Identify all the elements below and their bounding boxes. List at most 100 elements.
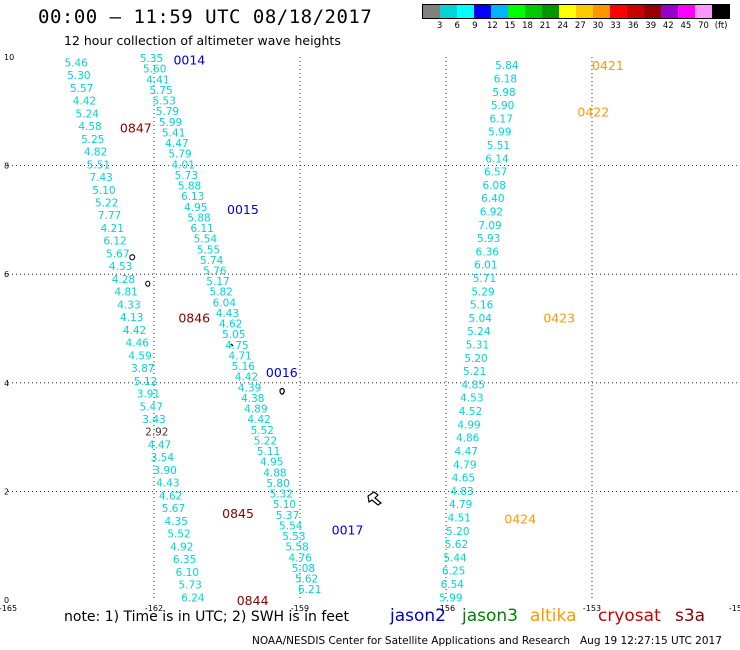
swh-value: 5.10 [92,185,115,197]
swh-value: 5.51 [487,140,510,152]
swh-value: 4.79 [453,459,476,471]
swh-value: 6.18 [494,73,517,85]
legend-label: 70 [698,21,709,31]
pass-time-label: 0424 [504,512,536,527]
swh-value: 5.58 [285,542,308,554]
y-tick-label: 6 [4,270,9,279]
pass-time-label: 0422 [577,104,609,119]
legend-label: 15 [504,21,516,31]
legend-swatch [576,5,593,18]
swh-value: 5.24 [467,326,491,338]
satellite-label-s3a: s3a [675,606,706,626]
legend-swatch [712,5,729,18]
swh-value: 5.67 [106,248,129,260]
swh-value: 6.12 [103,236,126,248]
swh-value: 4.52 [459,406,482,418]
island-mark [367,491,383,506]
swh-value: 6.04 [213,297,237,309]
legend-label: 36 [627,21,639,31]
swh-value: 5.25 [81,134,104,146]
legend-label: 30 [592,21,604,31]
island-mark [129,254,136,261]
swh-value: 5.44 [443,552,467,564]
swh-value: 4.42 [247,414,270,426]
swh-value: 3.54 [151,452,175,464]
swh-value: 7.77 [98,210,121,222]
swh-value: 5.98 [492,87,515,99]
swh-value: 7.43 [89,172,112,184]
swh-value: 4.41 [146,74,169,86]
color-legend: 3 6 9 12 15 18 21 24 27 30 33 36 39 42 45 70 (ft) [422,4,730,31]
swh-value: 6.92 [480,206,503,218]
swh-value: 5.60 [143,64,166,76]
swh-value: 5.29 [471,286,494,298]
y-tick-label: 4 [4,379,9,388]
swh-value: 6.11 [190,223,213,235]
swh-value: 4.01 [172,159,195,171]
y-tick-label: 10 [4,53,14,62]
island-mark [145,280,151,287]
swh-value: 4.33 [117,299,140,311]
swh-value: 5.73 [175,170,198,182]
legend-label: 6 [454,21,460,31]
swh-value: 4.51 [448,512,471,524]
swh-value: 4.39 [238,382,261,394]
legend-swatch [559,5,576,18]
swh-value: 4.62 [159,490,182,502]
legend-label: 18 [522,21,533,31]
swh-value: 5.20 [446,526,469,538]
x-tick-label: -159 [291,604,309,613]
swh-value: 5.24 [76,108,100,120]
grid [8,57,738,600]
legend-swatch [525,5,542,18]
swh-value: 4.75 [225,340,248,352]
swh-value: 5.53 [153,96,176,108]
swh-value: 6.25 [442,566,465,578]
legend-swatch [457,5,474,18]
swh-value: 5.79 [156,106,179,118]
swh-value: 5.16 [470,300,494,312]
swh-value: 5.99 [488,127,511,139]
pass-time-label: 0423 [543,311,575,326]
legend-swatch [423,5,440,18]
axis-ticks: -165 -162 -159 -156 -153 -150 0 2 4 6 8 10 [0,53,740,613]
swh-value: 5.16 [232,361,256,373]
island-mark [279,387,285,395]
swh-value: 5.75 [149,85,172,97]
swh-value: 5.52 [251,425,274,437]
swh-value: 5.71 [473,273,496,285]
satellite-label-jason2: jason2 [390,606,446,626]
footer-timestamp: Aug 19 12:27:15 UTC 2017 [580,635,722,647]
legend-swatch [542,5,559,18]
y-tick-label: 2 [4,487,9,496]
legend-swatch [610,5,627,18]
legend-swatch [695,5,712,18]
legend-swatch [644,5,661,18]
swh-value: 4.83 [450,486,473,498]
swh-value: 5.80 [266,478,289,490]
swh-value: 5.93 [477,233,500,245]
satellite-label-jason3: jason3 [462,606,518,626]
swh-value: 5.54 [194,234,218,246]
swh-value: 6.35 [173,554,196,566]
swh-value: 5.20 [464,353,487,365]
swh-tracks: 5.465.305.574.425.244.585.254.825.517.43… [64,53,518,604]
swh-value: 5.47 [140,401,163,413]
legend-swatch [661,5,678,18]
swh-value: 5.35 [140,53,163,65]
legend-label: 39 [645,21,657,31]
swh-value: 5.51 [87,159,110,171]
swh-value: 4.58 [78,121,101,133]
time-labels: 0014 0847 0015 0846 0016 0845 0017 0844 0421 0422… [120,53,624,608]
footer-credit: NOAA/NESDIS Center for Satellite Applica… [252,635,570,647]
swh-value: 4.28 [112,274,135,286]
swh-value: 6.57 [484,167,507,179]
swh-value: 5.76 [203,266,227,278]
legend-label: 3 [436,21,443,31]
legend-swatch [678,5,695,18]
swh-value: 5.99 [159,117,182,129]
legend-swatch [508,5,525,18]
swh-value: 4.42 [123,325,146,337]
swh-value: 5.37 [276,510,299,522]
